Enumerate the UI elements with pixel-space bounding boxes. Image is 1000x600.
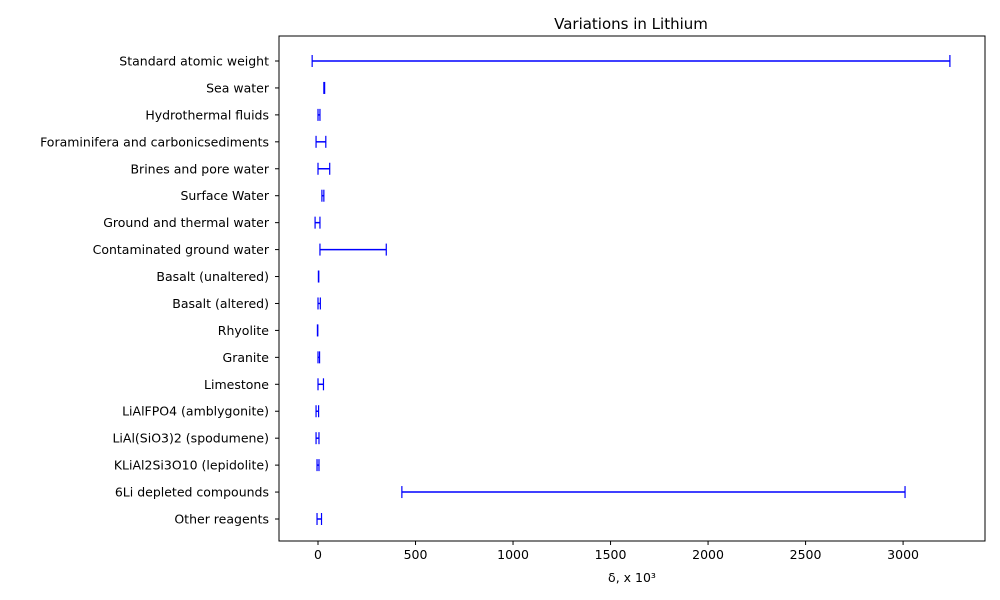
x-tick-label: 500 <box>404 547 428 562</box>
chart-title: Variations in Lithium <box>554 15 708 33</box>
y-tick-label: Ground and thermal water <box>103 215 270 230</box>
x-tick-label: 1000 <box>497 547 529 562</box>
x-tick-label: 3000 <box>887 547 919 562</box>
y-tick-label: Standard atomic weight <box>119 54 269 69</box>
range-bar <box>319 243 387 256</box>
y-tick-label: Limestone <box>204 377 269 392</box>
y-tick-label: LiAl(SiO3)2 (spodumene) <box>112 431 269 446</box>
x-axis: 0 500 1000 1500 2000 2500 3000 <box>314 541 919 562</box>
range-bar <box>315 405 320 418</box>
y-tick-label: Contaminated ground water <box>93 242 270 257</box>
x-axis-label: δ, x 10³ <box>608 570 656 585</box>
y-tick-label: Brines and pore water <box>130 161 269 176</box>
y-tick-label: Rhyolite <box>218 323 269 338</box>
range-bar <box>317 162 331 175</box>
y-tick-label: KLiAl2Si3O10 (lepidolite) <box>114 458 269 473</box>
x-tick-label: 0 <box>314 547 322 562</box>
y-tick-label: Basalt (altered) <box>172 296 269 311</box>
plot-frame <box>278 35 986 542</box>
range-bar <box>315 432 320 445</box>
range-bar <box>323 81 326 94</box>
range-bar <box>314 216 321 229</box>
range-bar <box>317 351 321 364</box>
x-tick-label: 2000 <box>692 547 724 562</box>
range-bar <box>317 108 321 121</box>
range-bar <box>315 135 327 148</box>
y-tick-label: Surface Water <box>180 188 269 203</box>
y-axis: Standard atomic weight Sea water Hydrothe… <box>40 54 279 527</box>
y-tick-label: Granite <box>223 350 270 365</box>
range-bar <box>401 486 906 499</box>
range-bar <box>317 378 325 391</box>
x-tick-label: 1500 <box>595 547 627 562</box>
range-bar <box>321 189 325 202</box>
y-tick-label: Sea water <box>206 80 270 95</box>
range-bar <box>317 297 321 310</box>
range-bar <box>316 513 323 525</box>
y-tick-label: LiAlFPO4 (amblygonite) <box>122 404 269 419</box>
range-bars <box>311 55 951 525</box>
y-tick-label: Basalt (unaltered) <box>156 269 269 284</box>
y-tick-label: Foraminifera and carbonicsediments <box>40 134 269 149</box>
x-tick-label: 2500 <box>790 547 822 562</box>
y-tick-label: Other reagents <box>174 512 269 527</box>
y-tick-label: Hydrothermal fluids <box>145 107 269 122</box>
y-tick-label: 6Li depleted compounds <box>115 485 269 500</box>
range-bar <box>311 55 951 67</box>
range-bar <box>316 459 320 472</box>
